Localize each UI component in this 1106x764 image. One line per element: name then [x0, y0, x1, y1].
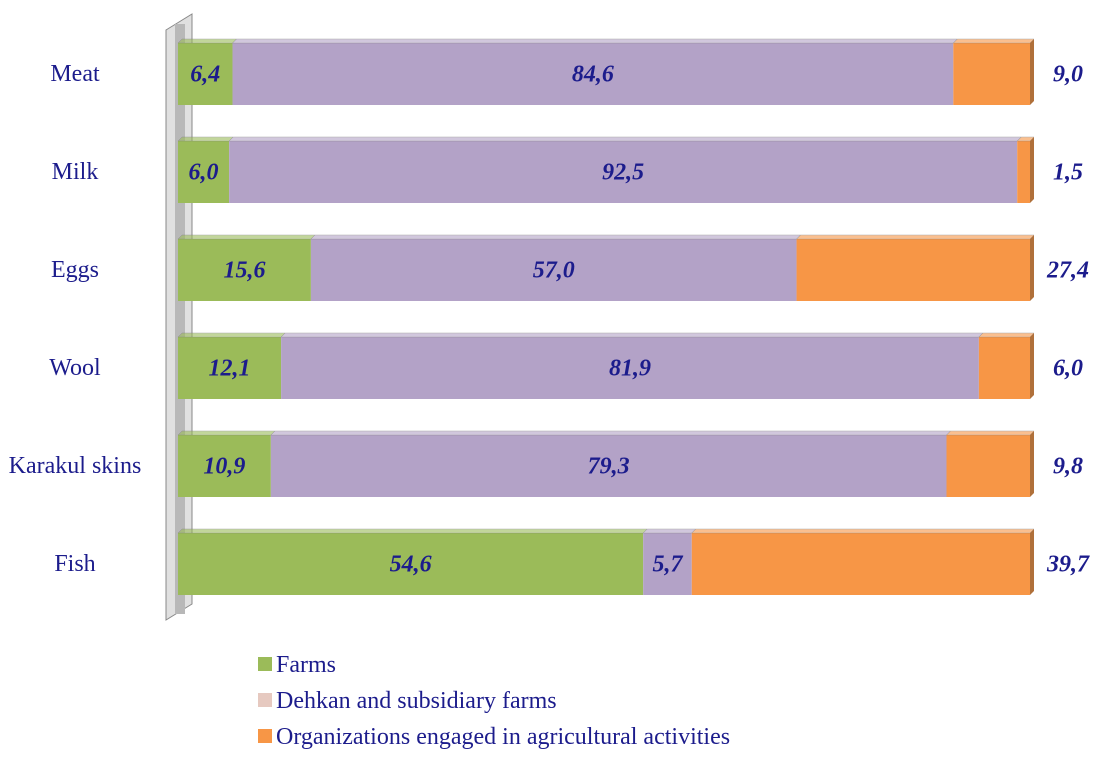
value-label: 6,0 [189, 160, 219, 186]
bar-segment [178, 141, 230, 203]
category-label: Wool [49, 355, 101, 381]
value-label: 79,3 [588, 454, 630, 480]
legend-label: Organizations engaged in agricultural ac… [276, 724, 731, 750]
value-label: 54,6 [390, 552, 432, 578]
value-label: 15,6 [223, 258, 265, 284]
bar-segment [1017, 141, 1030, 203]
legend-item: Farms [258, 651, 336, 679]
bar-top [795, 234, 1035, 240]
bar-segment [178, 435, 271, 497]
category-label: Milk [51, 159, 99, 185]
bar-top [952, 38, 1035, 44]
value-label: 10,9 [203, 454, 245, 480]
legend-swatch [258, 693, 272, 707]
bar-segment [178, 533, 644, 595]
bar-top [177, 430, 276, 436]
bar-top [270, 430, 952, 436]
bar-side [1030, 529, 1034, 595]
value-label: 5,7 [652, 552, 683, 578]
bar-side [1030, 235, 1034, 301]
bar-top [177, 234, 316, 240]
value-label: 27,4 [1046, 258, 1089, 284]
bar-top [177, 332, 286, 338]
value-label: 6,4 [190, 62, 220, 88]
legend-swatch [258, 657, 272, 671]
legend-label: Dehkan and subsidiary farms [276, 688, 557, 714]
bar-top [691, 528, 1035, 534]
bar-segment [643, 533, 692, 595]
bar-side [1030, 39, 1034, 105]
bar-top [945, 430, 1035, 436]
value-label: 6,0 [1053, 356, 1083, 382]
value-label: 12,1 [209, 356, 251, 382]
legend-swatch [258, 729, 272, 743]
category-label: Eggs [51, 257, 99, 283]
bar-segment [978, 337, 1030, 399]
bar-top [231, 38, 958, 44]
bar-segment [178, 337, 282, 399]
value-label: 39,7 [1046, 552, 1090, 578]
value-label: 1,5 [1053, 160, 1083, 186]
bar-top [177, 38, 238, 44]
bar-segment [178, 239, 311, 301]
bar-segment [232, 43, 954, 105]
value-label: 9,0 [1053, 62, 1083, 88]
bar-segment [229, 141, 1018, 203]
category-label: Karakul skins [8, 453, 142, 479]
bar-top [228, 136, 1022, 142]
value-label: 81,9 [609, 356, 651, 382]
bar-segment [953, 43, 1030, 105]
wall-face [175, 24, 185, 614]
bar-segment [281, 337, 979, 399]
bar-segment [691, 533, 1030, 595]
legend-item: Organizations engaged in agricultural ac… [258, 723, 730, 751]
bar-segment [796, 239, 1030, 301]
bar-segment [310, 239, 797, 301]
value-label: 9,8 [1053, 454, 1083, 480]
bar-segment [178, 43, 233, 105]
bar-top [177, 136, 234, 142]
value-label: 57,0 [533, 258, 575, 284]
bar-top [978, 332, 1035, 338]
bar-side [1030, 333, 1034, 399]
legend-label: Farms [276, 652, 336, 678]
bar-side [1030, 431, 1034, 497]
value-label: 84,6 [572, 62, 614, 88]
bar-segment [946, 435, 1030, 497]
bar-top [642, 528, 697, 534]
bar-top [310, 234, 802, 240]
legend-item: Dehkan and subsidiary farms [258, 687, 557, 715]
category-label: Fish [54, 551, 96, 577]
bar-segment [270, 435, 947, 497]
bar-top [177, 528, 648, 534]
bar-side [1030, 137, 1034, 203]
bar-top [280, 332, 984, 338]
category-label: Meat [50, 61, 100, 87]
value-label: 92,5 [602, 160, 644, 186]
